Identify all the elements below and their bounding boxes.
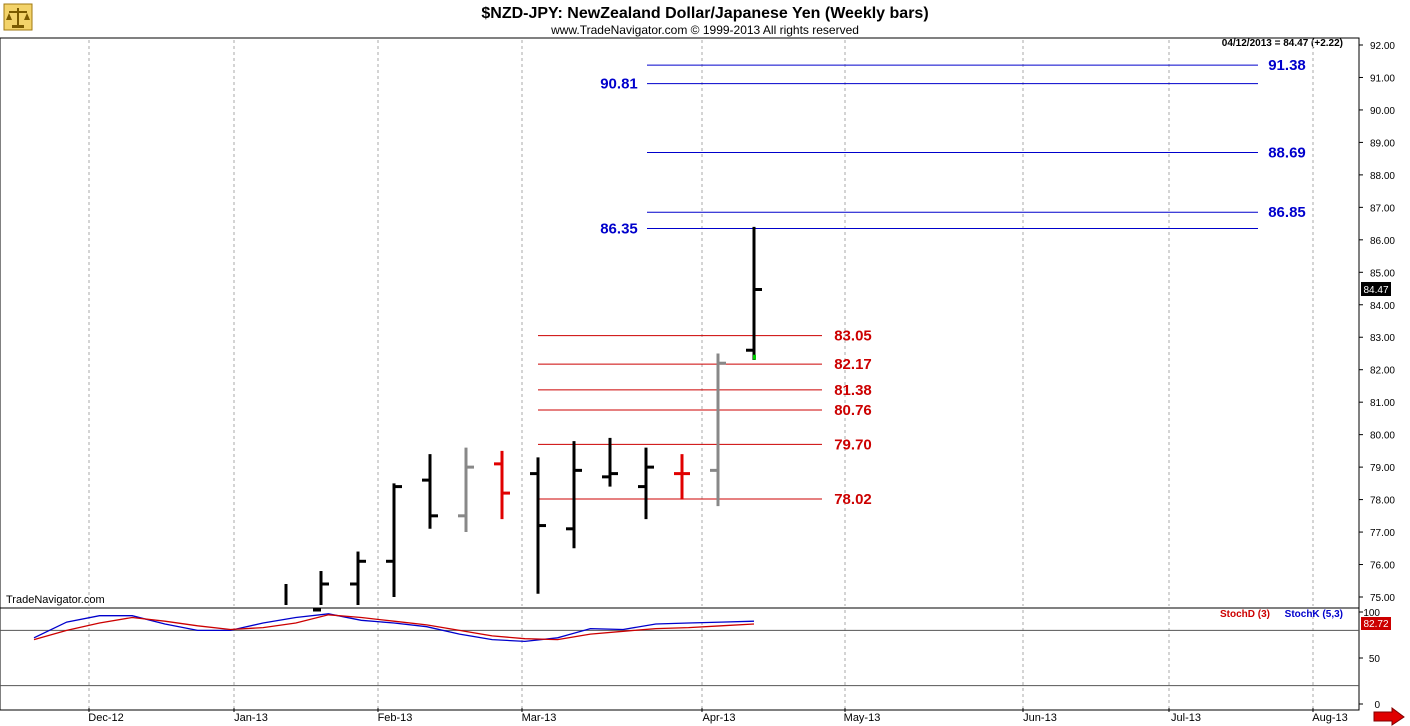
stochk-line — [33, 613, 755, 643]
stochastic-panel: 0 50 100 — [0, 608, 1380, 711]
price-tick-label: 81.00 — [1370, 398, 1395, 409]
chart-title: $NZD-JPY: NewZealand Dollar/Japanese Yen… — [481, 5, 928, 22]
ohlc-bar — [566, 441, 582, 549]
price-tick-label: 79.00 — [1370, 463, 1395, 474]
logo — [3, 3, 33, 31]
price-tick-label: 87.00 — [1370, 203, 1395, 214]
price-tick-label: 90.00 — [1370, 106, 1395, 117]
date-tick-label: Feb-13 — [378, 712, 413, 724]
ohlc-bar — [602, 437, 618, 487]
vertical-gridlines — [88, 40, 1314, 708]
upper-level-label: 88.69 — [1268, 144, 1306, 161]
lower-level-label: 81.38 — [834, 382, 872, 399]
last-price-info: 04/12/2013 = 84.47 (+2.22) — [1222, 38, 1343, 49]
watermark: TradeNavigator.com — [6, 594, 105, 606]
lower-level-label: 83.05 — [834, 328, 872, 345]
date-tick-label: Apr-13 — [702, 712, 735, 724]
ohlc-bar — [710, 353, 726, 507]
lower-level-label: 80.76 — [834, 402, 872, 419]
ohlc-bar — [313, 571, 329, 612]
bar-low-marker — [753, 354, 756, 360]
ohlc-bar — [458, 447, 474, 533]
upper-level-label: 91.38 — [1268, 57, 1306, 74]
price-tick-label: 89.00 — [1370, 138, 1395, 149]
legend-stochk: StochK (5,3) — [1285, 609, 1343, 620]
price-tick-label: 91.00 — [1370, 73, 1395, 84]
price-tick-label: 77.00 — [1370, 528, 1395, 539]
copyright-text: www.TradeNavigator.com © 1999-2013 All r… — [550, 23, 859, 37]
stoch-tick-label: 100 — [1363, 608, 1380, 619]
price-tick-label: 88.00 — [1370, 171, 1395, 182]
date-tick-label: Jun-13 — [1023, 712, 1057, 724]
ohlc-bar — [746, 226, 762, 360]
stoch-value-label: 82.72 — [1363, 619, 1388, 630]
ohlc-bar — [494, 450, 510, 520]
price-tick-label: 92.00 — [1370, 41, 1395, 52]
lower-level-label: 82.17 — [834, 356, 872, 373]
price-tick-label: 80.00 — [1370, 431, 1395, 442]
lower-level-label: 79.70 — [834, 436, 872, 453]
date-tick-label: Jul-13 — [1171, 712, 1201, 724]
price-tick-label: 75.00 — [1370, 593, 1395, 604]
price-panel-frame — [0, 37, 1360, 609]
lower-level-label: 78.02 — [834, 491, 872, 508]
ohlc-bar — [674, 454, 690, 500]
date-tick-label: Dec-12 — [88, 712, 123, 724]
ohlc-bar — [638, 447, 654, 520]
last-price-marker — [1361, 282, 1391, 296]
stoch-value-marker — [1361, 617, 1391, 630]
last-price-marker-label: 84.47 — [1363, 285, 1388, 296]
price-axis: 75.00 76.00 77.00 78.00 79.00 80.00 81.00 82.00… — [1359, 41, 1395, 604]
price-tick-label: 78.00 — [1370, 496, 1395, 507]
price-tick-label: 86.00 — [1370, 236, 1395, 247]
price-tick-label: 82.00 — [1370, 366, 1395, 377]
price-tick-label: 85.00 — [1370, 268, 1395, 279]
date-tick-label: Aug-13 — [1312, 712, 1347, 724]
date-tick-label: May-13 — [844, 712, 881, 724]
price-tick-label: 76.00 — [1370, 561, 1395, 572]
upper-level-label: 86.35 — [600, 220, 638, 237]
stoch-tick-label: 0 — [1374, 700, 1380, 711]
ohlc-bar — [386, 483, 402, 597]
ohlc-bar — [530, 457, 546, 594]
upper-level-label: 86.85 — [1268, 204, 1306, 221]
stoch-tick-label: 50 — [1369, 654, 1381, 665]
legend-stochd: StochD (3) — [1220, 609, 1270, 620]
date-tick-label: Mar-13 — [522, 712, 557, 724]
price-bars — [284, 226, 762, 612]
right-arrow-icon[interactable] — [1373, 707, 1405, 726]
upper-level-label: 90.81 — [600, 76, 638, 93]
date-axis: Dec-12 Jan-13 Feb-13 Mar-13 Apr-13 May-13 Jun-… — [88, 708, 1348, 724]
stochd-line — [33, 614, 755, 641]
level-lines: 91.38 90.81 88.69 86.85 86.35 83.05 82.17 81.38… — [538, 57, 1306, 508]
ohlc-bar — [350, 551, 366, 605]
ohlc-bar — [422, 454, 438, 529]
price-tick-label: 84.00 — [1370, 301, 1395, 312]
price-tick-label: 83.00 — [1370, 333, 1395, 344]
scales-logo-icon — [3, 3, 33, 31]
date-tick-label: Jan-13 — [234, 712, 268, 724]
